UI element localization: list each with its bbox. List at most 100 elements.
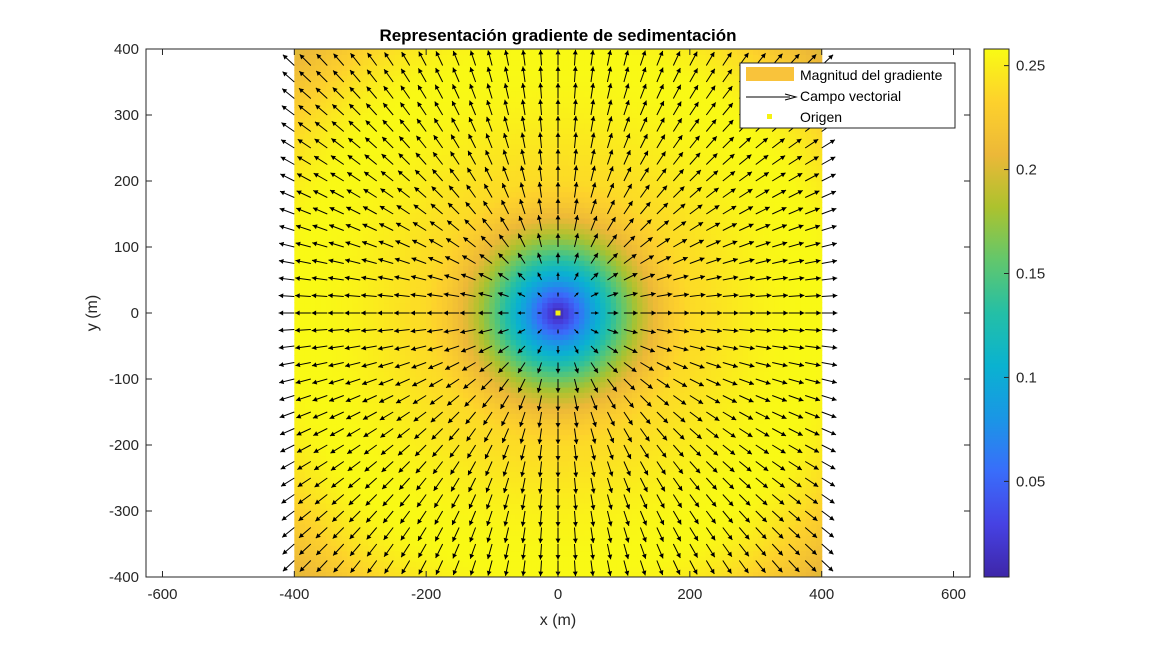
heatmap-cell: [531, 186, 538, 193]
heatmap-cell: [362, 487, 369, 494]
heatmap-cell: [325, 149, 332, 156]
heatmap-cell: [510, 181, 517, 187]
heatmap-cell: [536, 323, 543, 330]
heatmap-cell: [383, 423, 390, 430]
heatmap-cell: [452, 555, 459, 562]
heatmap-cell: [394, 286, 401, 293]
heatmap-cell: [325, 64, 332, 71]
heatmap-cell: [452, 349, 459, 356]
heatmap-cell: [494, 408, 501, 414]
heatmap-cell: [389, 386, 396, 393]
heatmap-cell: [547, 239, 554, 245]
heatmap-cell: [441, 534, 448, 541]
heatmap-cell: [436, 260, 443, 267]
heatmap-cell: [394, 402, 401, 409]
heatmap-cell: [447, 265, 454, 272]
heatmap-cell: [420, 434, 427, 441]
heatmap-cell: [325, 107, 332, 113]
heatmap-cell: [484, 349, 491, 356]
heatmap-cell: [494, 524, 501, 531]
heatmap-cell: [331, 96, 338, 103]
heatmap-cell: [320, 439, 327, 446]
heatmap-cell: [383, 186, 390, 193]
heatmap-cell: [510, 481, 517, 488]
heatmap-cell: [489, 191, 496, 198]
heatmap-cell: [505, 122, 512, 129]
heatmap-cell: [294, 540, 301, 546]
heatmap-cell: [468, 471, 475, 478]
heatmap-cell: [478, 85, 485, 92]
heatmap-cell: [357, 334, 364, 340]
heatmap-cell: [415, 128, 422, 135]
heatmap-cell: [341, 492, 348, 499]
heatmap-cell: [373, 524, 380, 531]
heatmap-cell: [294, 212, 301, 219]
heatmap-cell: [510, 429, 517, 436]
heatmap-cell: [394, 149, 401, 156]
heatmap-cell: [452, 170, 459, 177]
heatmap-cell: [542, 128, 549, 135]
heatmap-cell: [357, 191, 364, 198]
heatmap-cell: [331, 386, 338, 393]
heatmap-cell: [484, 344, 491, 351]
heatmap-cell: [294, 392, 301, 399]
heatmap-cell: [378, 503, 385, 509]
heatmap-cell: [331, 49, 338, 55]
plot-area[interactable]: -600 -400 -200 0 200 400 600 -400-300-200-1000…: [109, 33, 971, 603]
heatmap-cell: [325, 555, 332, 562]
heatmap-cell: [410, 518, 417, 525]
heatmap-cell: [336, 392, 343, 399]
heatmap-cell: [315, 571, 322, 577]
heatmap-cell: [310, 550, 317, 557]
heatmap-cell: [447, 281, 454, 288]
heatmap-cell: [426, 402, 433, 409]
heatmap-cell: [331, 376, 338, 383]
heatmap-cell: [536, 159, 543, 166]
heatmap-cell: [373, 165, 380, 172]
heatmap-cell: [552, 212, 559, 219]
heatmap-cell: [552, 476, 559, 483]
heatmap-cell: [389, 91, 396, 98]
heatmap-cell: [405, 101, 411, 108]
heatmap-cell: [304, 297, 311, 304]
heatmap-cell: [531, 254, 538, 261]
heatmap-cell: [526, 497, 533, 504]
heatmap-cell: [399, 64, 406, 71]
heatmap-cell: [383, 154, 390, 161]
heatmap-cell: [362, 318, 369, 325]
heatmap-cell: [526, 439, 533, 446]
heatmap-cell: [547, 207, 554, 214]
heatmap-cell: [304, 534, 311, 541]
heatmap-cell: [494, 191, 501, 198]
heatmap-cell: [362, 291, 369, 298]
heatmap-cell: [299, 513, 306, 520]
heatmap-cell: [378, 540, 385, 546]
heatmap-cell: [299, 392, 306, 399]
heatmap-cell: [478, 228, 485, 235]
heatmap-cell: [405, 291, 411, 298]
heatmap-cell: [547, 365, 554, 372]
heatmap-cell: [505, 481, 512, 488]
heatmap-cell: [494, 439, 501, 446]
heatmap-cell: [420, 402, 427, 409]
heatmap-cell: [473, 196, 480, 203]
heatmap-cell: [526, 371, 533, 377]
heatmap-cell: [310, 371, 317, 377]
heatmap-cell: [294, 202, 301, 208]
heatmap-cell: [315, 175, 322, 182]
heatmap-cell: [410, 571, 417, 577]
heatmap-cell: [325, 128, 332, 135]
heatmap-cell: [521, 291, 527, 298]
heatmap-cell: [362, 355, 369, 362]
heatmap-cell: [383, 254, 390, 261]
heatmap-cell: [352, 270, 359, 277]
heatmap-cell: [373, 281, 380, 288]
heatmap-cell: [420, 59, 427, 66]
heatmap-cell: [320, 112, 327, 119]
heatmap-cell: [378, 476, 385, 483]
heatmap-cell: [362, 334, 369, 340]
heatmap-cell: [484, 128, 491, 135]
heatmap-cell: [431, 297, 438, 304]
heatmap-cell: [510, 70, 517, 76]
heatmap-cell: [463, 302, 469, 309]
